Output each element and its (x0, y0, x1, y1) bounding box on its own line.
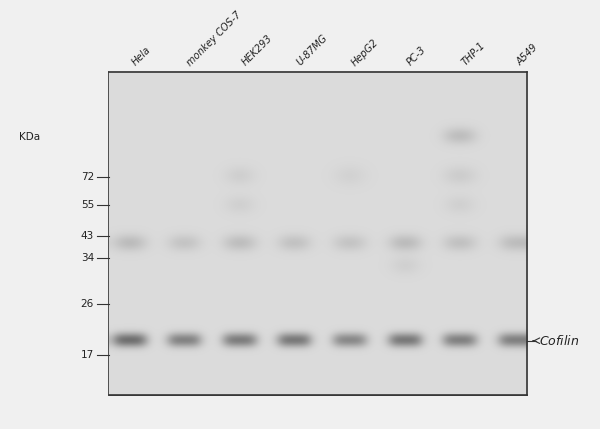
Text: Hela: Hela (130, 45, 152, 68)
Text: 55: 55 (81, 200, 94, 210)
Text: 34: 34 (81, 253, 94, 263)
Text: PC-3: PC-3 (405, 45, 428, 68)
Text: HEK293: HEK293 (240, 33, 274, 68)
Text: 43: 43 (81, 231, 94, 241)
Text: HepG2: HepG2 (350, 37, 380, 68)
Bar (109, 72, 527, 395)
Text: A549: A549 (515, 43, 540, 68)
Text: KDa: KDa (19, 132, 40, 142)
Text: 17: 17 (81, 350, 94, 360)
Text: 26: 26 (81, 299, 94, 309)
Text: U-87MG: U-87MG (295, 33, 329, 68)
Text: 72: 72 (81, 172, 94, 182)
Text: monkey COS-7: monkey COS-7 (185, 9, 243, 68)
Text: $\it{Cofilin}$: $\it{Cofilin}$ (539, 334, 579, 347)
Text: THP-1: THP-1 (460, 41, 487, 68)
